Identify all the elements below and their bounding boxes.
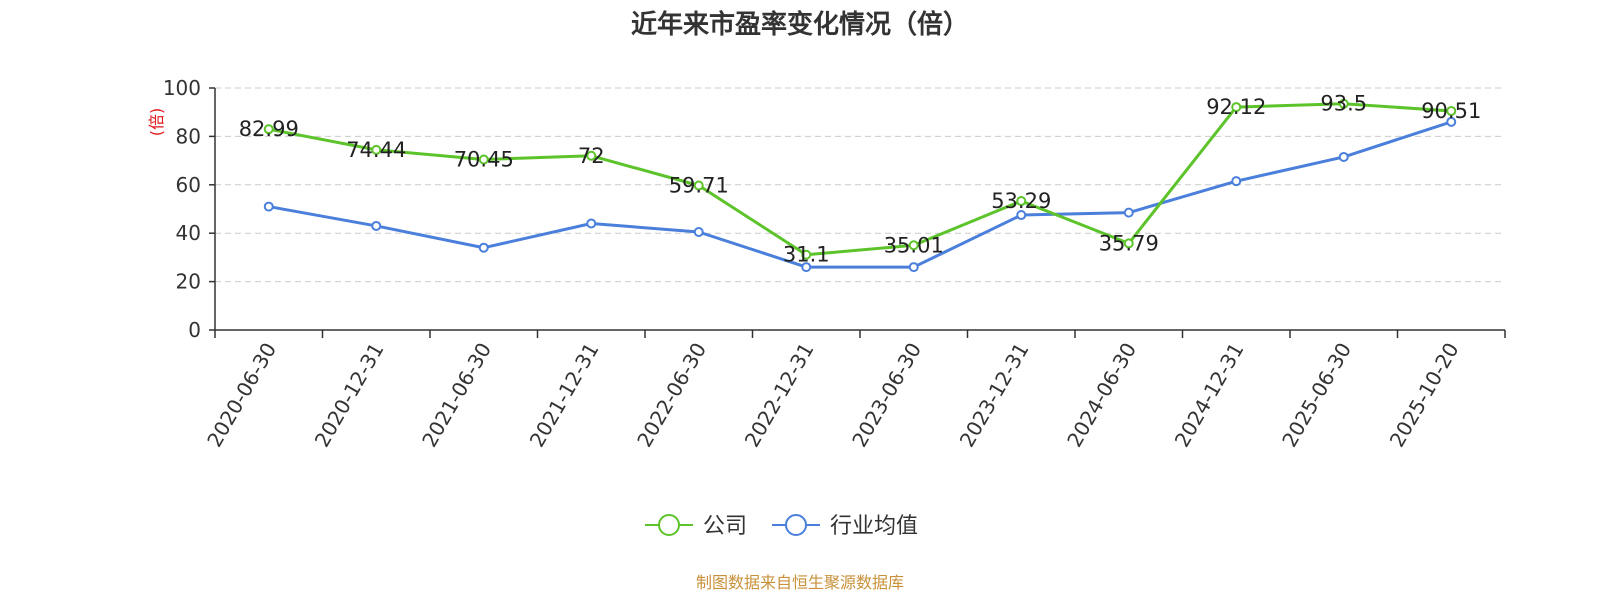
industry-point (1446, 116, 1457, 127)
y-tick-label: 60 (176, 173, 201, 197)
x-tick-label: 2023-06-30 (847, 339, 926, 452)
x-tick-label: 2020-12-31 (310, 339, 389, 452)
axes: 0 20 40 60 80 100 2020-06-30 2020-12-31 2021-06-… (163, 76, 1506, 452)
company-data-label: 90.51 (1421, 99, 1481, 123)
company-point (1123, 238, 1134, 249)
y-tick-label: 0 (188, 318, 201, 342)
company-data-label: 35.79 (1099, 231, 1159, 255)
legend[interactable]: 公司 行业均值 (645, 514, 918, 539)
industry-series-line (268, 120, 1452, 269)
company-point (1338, 98, 1349, 109)
company-data-label: 92.12 (1206, 95, 1266, 119)
industry-point (801, 262, 812, 273)
company-point (801, 249, 812, 260)
grid-lines (215, 87, 1505, 283)
x-tick-label: 2025-06-30 (1277, 339, 1356, 452)
source-note: 制图数据来自恒生聚源数据库 (696, 573, 904, 592)
y-tick-label: 20 (176, 270, 201, 294)
legend-company[interactable]: 公司 (645, 514, 747, 539)
legend-label: 公司 (703, 514, 747, 539)
company-data-label: 72 (578, 144, 605, 168)
company-point (1016, 196, 1027, 207)
industry-point (1338, 151, 1349, 162)
industry-point (1231, 176, 1242, 187)
company-point (908, 240, 919, 251)
company-data-label: 31.1 (783, 243, 830, 267)
company-series-line (268, 102, 1452, 257)
x-tick-label: 2024-06-30 (1062, 339, 1141, 452)
industry-point (371, 220, 382, 231)
industry-point (1016, 210, 1027, 221)
y-axis-unit-label: (倍) (147, 108, 166, 137)
legend-label: 行业均值 (830, 514, 918, 539)
legend-circle-icon (785, 514, 807, 536)
company-data-label: 70.45 (454, 148, 514, 172)
x-tick-label: 2022-06-30 (632, 339, 711, 452)
x-tick-label: 2021-12-31 (525, 339, 604, 452)
company-point (371, 144, 382, 155)
company-data-label: 93.5 (1320, 92, 1367, 116)
company-data-label: 82.99 (239, 117, 299, 141)
x-tick-label: 2022-12-31 (740, 339, 819, 452)
x-tick-label: 2021-06-30 (417, 339, 496, 452)
legend-circle-icon (658, 514, 680, 536)
industry-point (586, 218, 597, 229)
y-tick-label: 40 (176, 221, 201, 245)
legend-industry[interactable]: 行业均值 (772, 514, 918, 539)
company-data-label: 53.29 (991, 189, 1051, 213)
company-point (1231, 102, 1242, 113)
company-point (478, 154, 489, 165)
industry-point (1123, 207, 1134, 218)
company-point (1446, 105, 1457, 116)
industry-point (263, 201, 274, 212)
industry-point (478, 242, 489, 253)
chart-title: 近年来市盈率变化情况（倍） (631, 9, 969, 40)
x-tick-label: 2023-12-31 (955, 339, 1034, 452)
industry-point (908, 262, 919, 273)
x-tick-label: 2020-06-30 (202, 339, 281, 452)
x-tick-label: 2024-12-31 (1170, 339, 1249, 452)
company-data-label: 74.44 (346, 138, 406, 162)
company-point (586, 150, 597, 161)
y-tick-label: 100 (163, 76, 201, 100)
company-data-label: 35.01 (884, 233, 944, 257)
company-point (693, 180, 704, 191)
data-labels: 82.99 74.44 70.45 72 59.71 31.1 35.01 53.29 35.7… (239, 92, 1482, 267)
series-lines (263, 98, 1457, 273)
industry-point (693, 226, 704, 237)
company-data-label: 59.71 (669, 174, 729, 198)
company-point (263, 124, 274, 135)
y-tick-label: 80 (176, 124, 201, 148)
x-tick-label: 2025-10-20 (1385, 339, 1464, 452)
